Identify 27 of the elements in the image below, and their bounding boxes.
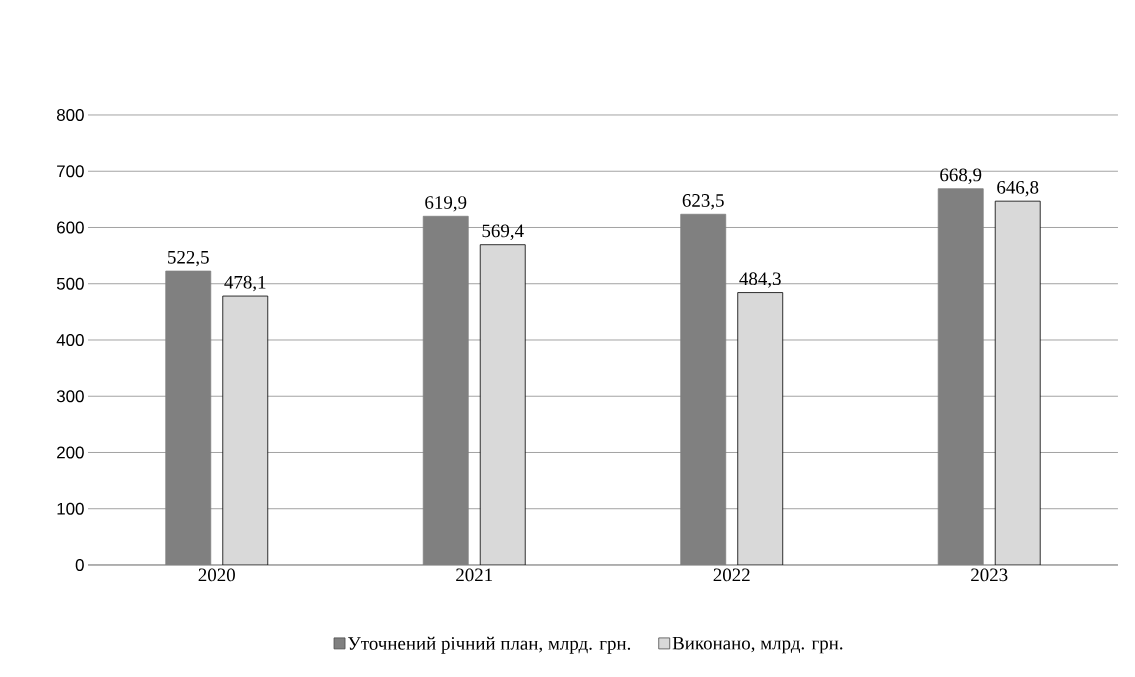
y-tick-label: 0 [75,558,84,571]
y-tick-label: 600 [57,221,84,234]
data-label: 569,4 [482,224,524,240]
data-label: 623,5 [682,194,724,210]
bar [994,200,1041,565]
bar [479,244,526,565]
legend-label: Уточнений річний план, млрд. грн. [348,636,631,654]
y-tick-label: 200 [57,446,84,459]
y-tick-label: 100 [57,502,84,515]
x-tick-label: 2021 [456,568,493,582]
y-tick-label: 300 [56,390,84,403]
y-tick-label: 700 [57,165,84,178]
x-tick-label: 2022 [713,568,750,582]
data-label: 619,9 [425,196,467,212]
bar [737,292,784,565]
y-tick-label: 800 [56,108,84,121]
data-label: 522,5 [168,250,209,267]
y-tick-label: 500 [56,277,84,290]
legend-label: Виконано, млрд. грн. [672,636,843,654]
y-tick-label: 400 [56,333,84,346]
bar [222,295,269,565]
data-label: 646,8 [997,180,1039,197]
data-label: 478,1 [224,275,266,292]
x-tick-label: 2020 [198,568,235,582]
data-label: 668,9 [940,168,982,184]
data-label: 484,3 [739,272,781,288]
x-tick-label: 2023 [971,568,1008,582]
